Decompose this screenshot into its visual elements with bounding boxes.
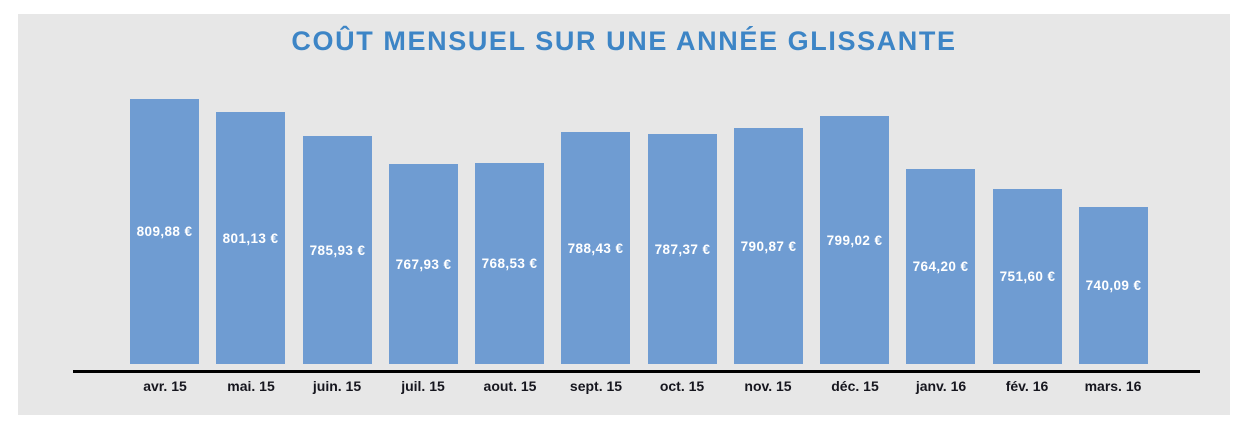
bar-value-label: 788,43 € (567, 240, 624, 256)
x-axis-label-sept-15: sept. 15 (569, 378, 623, 394)
bar-avr-15: 809,88 € (130, 99, 199, 364)
x-axis-label-juil-15: juil. 15 (401, 378, 445, 394)
bar-mai-15: 801,13 € (216, 112, 285, 364)
bar-juin-15: 785,93 € (303, 136, 372, 364)
bar-sept-15: 788,43 € (561, 132, 630, 364)
bar-value-label: 785,93 € (309, 242, 366, 258)
bar-value-label: 768,53 € (481, 256, 538, 271)
bar-nov-15: 790,87 € (734, 128, 803, 364)
bar-value-label: 799,02 € (826, 232, 883, 248)
bar-value-label: 751,60 € (999, 269, 1056, 284)
x-axis-label-dec-15: déc. 15 (831, 378, 879, 394)
plot-area: 809,88 € 801,13 € 785,93 € 767,93 € 768,53 €… (18, 14, 1230, 364)
x-axis-label-mai-15: mai. 15 (227, 378, 275, 394)
bar-juil-15: 767,93 € (389, 164, 458, 364)
bar-value-label: 787,37 € (654, 241, 711, 257)
bar-janv-16: 764,20 € (906, 169, 975, 364)
x-axis-label-avr-15: avr. 15 (143, 378, 187, 394)
bar-value-label: 790,87 € (740, 238, 797, 254)
bar-aout-15: 768,53 € (475, 163, 544, 364)
bar-oct-15: 787,37 € (648, 134, 717, 364)
x-axis-label-oct-15: oct. 15 (659, 378, 705, 394)
chart-panel: COÛT MENSUEL SUR UNE ANNÉE GLISSANTE 809… (18, 14, 1230, 415)
bar-value-label: 801,13 € (222, 230, 279, 246)
x-axis-label-fev-16: fév. 16 (1005, 378, 1049, 394)
bar-fev-16: 751,60 € (993, 189, 1062, 364)
bar-value-label: 809,88 € (136, 224, 193, 239)
chart-title: COÛT MENSUEL SUR UNE ANNÉE GLISSANTE (291, 26, 957, 56)
bar-dec-15: 799,02 € (820, 116, 889, 364)
x-axis-label-janv-16: janv. 16 (915, 378, 967, 394)
x-axis-label-nov-15: nov. 15 (744, 378, 792, 394)
x-axis-label-mars-16: mars. 16 (1084, 378, 1142, 394)
x-axis-line (73, 370, 1200, 373)
x-axis-label-aout-15: aout. 15 (483, 378, 537, 394)
bar-value-label: 764,20 € (912, 259, 969, 274)
bar-mars-16: 740,09 € (1079, 207, 1148, 364)
bar-value-label: 740,09 € (1085, 278, 1142, 293)
x-axis-label-juin-15: juin. 15 (312, 378, 362, 394)
bar-value-label: 767,93 € (395, 256, 452, 272)
